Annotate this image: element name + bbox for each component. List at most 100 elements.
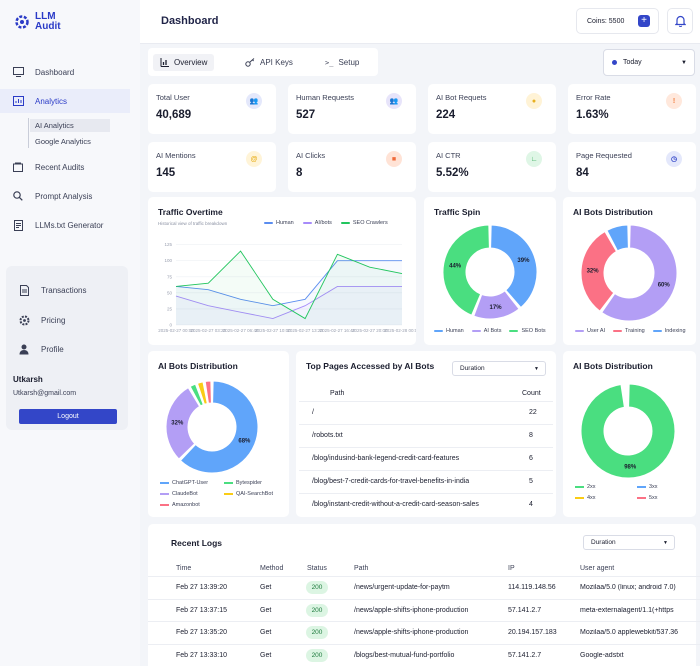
- slice-value-label: 32%: [587, 269, 600, 275]
- stat-value: 84: [576, 167, 589, 179]
- stat-label: Total User: [156, 93, 190, 102]
- sidebar-item-dashboard[interactable]: Dashboard: [0, 60, 130, 84]
- table-row[interactable]: Feb 27 13:33:10 Get 200/blogs/best-mutual-…: [148, 643, 700, 666]
- table-row[interactable]: /blog/indusind-bank-legend-credit-card-f…: [299, 447, 553, 470]
- slice-amazonbot[interactable]: [204, 380, 212, 404]
- at-icon: @: [246, 151, 262, 167]
- slice-chatgpt-user[interactable]: [180, 380, 259, 474]
- legend-item-user-ai: User AI: [575, 328, 605, 334]
- user-name: Utkarsh: [13, 375, 43, 384]
- y-tick-label: 125: [164, 242, 172, 247]
- legend-item-seo-crawlers: SEO Crawlers: [340, 220, 388, 226]
- column-header-count: Count: [522, 390, 541, 397]
- log-path: /blogs/best-mutual-fund-portfolio: [354, 651, 455, 659]
- sidebar-subitem-google-analytics[interactable]: Google Analytics: [35, 137, 91, 146]
- table-row[interactable]: /blog/best-7-credit-cards-for-travel-ben…: [299, 470, 553, 493]
- tab-api-keys[interactable]: API Keys: [238, 54, 300, 71]
- x-tick-label: 2025-02-27 13:20: [287, 328, 323, 333]
- tab-setup[interactable]: >_ Setup: [318, 54, 366, 71]
- page-count: 5: [529, 478, 533, 485]
- series-area: [176, 260, 402, 325]
- duration-select[interactable]: Duration ▼: [452, 361, 546, 376]
- sidebar-subitem-ai-analytics[interactable]: AI Analytics: [30, 119, 110, 132]
- legend-label: AI Bots: [483, 328, 502, 334]
- series-area: [176, 251, 402, 325]
- sidebar-item-recent-audits[interactable]: Recent Audits: [0, 155, 130, 179]
- traffic-overtime-card: Traffic Overtime Historical view of traf…: [148, 197, 416, 345]
- tab-label: Overview: [174, 58, 208, 67]
- card-subtitle: Historical view of traffic breakdown: [158, 221, 228, 226]
- table-row[interactable]: Feb 27 13:35:20 Get 200/news/apple-shifts-…: [148, 621, 700, 643]
- submenu-divider: [28, 118, 29, 148]
- table-row[interactable]: Feb 27 13:37:15 Get 200/news/apple-shifts-…: [148, 598, 700, 621]
- stat-card: Total User 40,689 👥: [148, 84, 276, 134]
- legend-label: QAI-SearchBot: [236, 491, 273, 497]
- notifications-button[interactable]: [667, 8, 693, 34]
- slice-training[interactable]: [580, 231, 617, 312]
- slice-indexing[interactable]: [606, 224, 629, 252]
- chart-legend: Human AI/bots SEO Crawlers: [264, 220, 388, 226]
- stat-label: AI Mentions: [156, 151, 196, 160]
- slice-qai-searchbot[interactable]: [196, 381, 208, 405]
- legend-item-seo-bots: SEO Bots: [509, 328, 546, 334]
- coins-text: Coins: 5500: [587, 17, 625, 25]
- page-path: /robots.txt: [312, 432, 343, 439]
- log-time: Feb 27 13:37:15: [176, 606, 227, 614]
- column-header: IP: [508, 565, 515, 572]
- date-filter-value: Today: [623, 59, 642, 66]
- legend-label: SEO Crawlers: [352, 220, 388, 226]
- table-row[interactable]: /blog/instant-credit-without-a-credit-ca…: [299, 493, 553, 516]
- duration-value: Duration: [460, 365, 485, 372]
- card-title: Recent Logs: [171, 538, 223, 548]
- table-row[interactable]: / 22: [299, 401, 553, 424]
- ai-bots-donut: 68% 32%: [165, 380, 259, 474]
- search-icon: [12, 190, 24, 202]
- gear-logo-icon: [15, 15, 29, 29]
- ai-bots-distribution-card: AI Bots Distribution 60% 32% User AI Trai…: [563, 197, 696, 345]
- duration-value: Duration: [591, 539, 616, 546]
- log-path: /news/apple-shifts-iphone-production: [354, 629, 469, 636]
- stat-value: 5.52%: [436, 167, 469, 179]
- x-tick-label: 2025-02-27 16:40: [320, 328, 356, 333]
- chevron-down-icon: ▼: [534, 366, 539, 372]
- page-count: 22: [529, 409, 537, 416]
- legend-item-5xx: 5xx: [637, 495, 658, 501]
- tab-overview[interactable]: Overview: [153, 54, 215, 71]
- slice-human[interactable]: [490, 224, 538, 308]
- legend-item-4xx: 4xx: [575, 495, 596, 501]
- app-logo[interactable]: LLM Audit: [14, 12, 61, 32]
- sidebar-item-llms-generator[interactable]: LLMs.txt Generator: [0, 213, 130, 237]
- page-path: /: [312, 409, 314, 416]
- stat-value: 145: [156, 167, 176, 179]
- legend-item-human: Human: [264, 220, 294, 226]
- sidebar-item-prompt-analysis[interactable]: Prompt Analysis: [0, 184, 130, 208]
- slice-ai-bots[interactable]: [473, 290, 520, 320]
- slice-value-label: 39%: [517, 258, 530, 264]
- page-title: Dashboard: [161, 15, 219, 27]
- slice-bytespider[interactable]: [189, 383, 204, 407]
- sidebar-item-label: Profile: [41, 344, 64, 354]
- slice-claudebot[interactable]: [165, 387, 201, 460]
- table-row[interactable]: /robots.txt 8: [299, 424, 553, 447]
- legend-label: Human: [446, 328, 464, 334]
- y-tick-label: 25: [167, 306, 173, 311]
- legend-label: Bytespider: [236, 480, 262, 486]
- sidebar-item-profile[interactable]: Profile: [6, 337, 126, 361]
- log-ip: 57.141.2.7: [508, 606, 542, 614]
- sidebar-item-analytics[interactable]: Analytics: [0, 89, 130, 113]
- column-header: Method: [260, 565, 284, 572]
- duration-select[interactable]: Duration ▼: [583, 535, 675, 550]
- users-icon: 👥: [246, 93, 262, 109]
- view-tabs: Overview API Keys >_ Setup: [148, 48, 378, 76]
- table-row[interactable]: Feb 27 13:39:20 Get 200/news/urgent-update…: [148, 576, 700, 598]
- add-coins-button[interactable]: +: [638, 15, 650, 27]
- slice-user-ai[interactable]: [601, 224, 678, 322]
- date-filter-select[interactable]: Today ▼: [603, 49, 695, 76]
- slice-2xx[interactable]: [580, 383, 676, 479]
- logout-button[interactable]: Logout: [19, 409, 117, 424]
- slice-seo-bots[interactable]: [442, 224, 490, 316]
- sidebar-item-transactions[interactable]: Transactions: [6, 278, 126, 302]
- tab-label: Setup: [338, 58, 360, 67]
- sidebar-item-pricing[interactable]: Pricing: [6, 308, 126, 332]
- card-title: Traffic Spin: [434, 207, 481, 217]
